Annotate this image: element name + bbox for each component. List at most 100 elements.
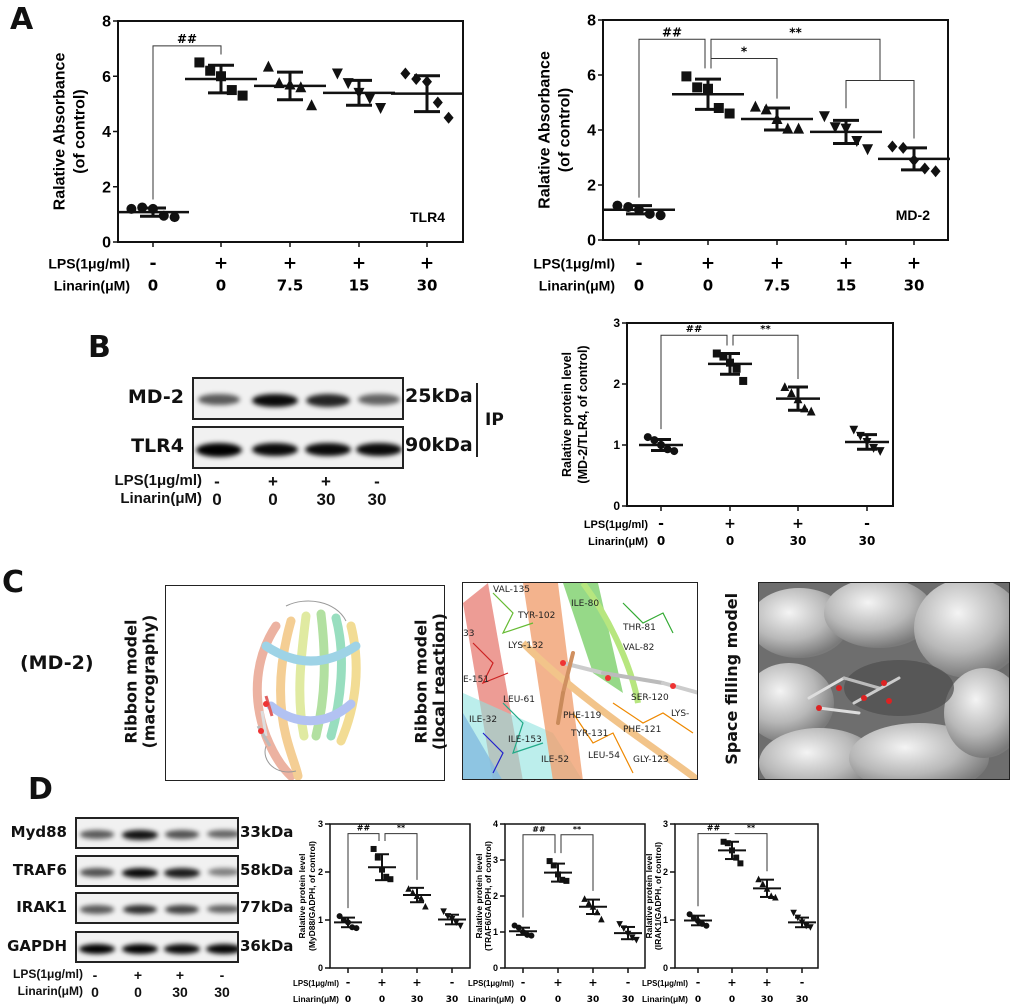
y-axis-label: (of control) xyxy=(557,88,574,172)
ip-label: IP xyxy=(485,410,504,430)
y-tick-label: 1 xyxy=(613,438,620,452)
significance-label: ## xyxy=(707,824,721,833)
blot-strip-irak1 xyxy=(75,892,239,924)
data-point xyxy=(720,838,727,845)
condition-row-label: LPS(1μg/ml) xyxy=(584,519,649,531)
y-tick-label: 2 xyxy=(102,179,111,196)
residue-label: THR-81 xyxy=(623,623,656,633)
linarin-condition: 0 xyxy=(268,490,278,509)
condition-row-label: LPS(1μg/ml) xyxy=(293,979,339,988)
y-tick-label: 0 xyxy=(318,963,323,973)
data-point xyxy=(692,82,703,93)
condition-row-label: LPS(1μg/ml) xyxy=(114,472,202,489)
linarin-condition: 30 xyxy=(859,534,876,548)
protein-band xyxy=(252,442,298,457)
condition-row-label: LPS(1μg/ml) xyxy=(642,979,688,988)
data-point xyxy=(643,433,652,442)
significance-bracket xyxy=(638,38,706,198)
data-point xyxy=(780,382,790,392)
linarin-condition: 0 xyxy=(345,995,351,1005)
significance-bracket xyxy=(660,334,728,430)
protein-band xyxy=(122,868,158,878)
linarin-condition: 30 xyxy=(587,995,600,1005)
blot-strip-gapdh xyxy=(75,931,239,963)
y-axis-label: (MyD88/GADPH, of control) xyxy=(307,841,317,951)
linarin-condition: 30 xyxy=(411,995,424,1005)
linarin-condition: 0 xyxy=(212,490,222,509)
residue-label: VAL-135 xyxy=(493,585,531,595)
y-axis-label: Ralative Absorbance xyxy=(52,53,69,211)
molecular-weight-label: 77kDa xyxy=(240,897,294,916)
ribbon-macro-label-line1: Ribbon model xyxy=(121,619,141,744)
data-point xyxy=(807,924,814,931)
significance-bracket xyxy=(732,334,799,380)
ribbon-local-label-line1: Ribbon model xyxy=(411,619,431,744)
blot-row-label: MD-2 xyxy=(127,386,184,409)
data-point xyxy=(670,447,679,456)
protein-band xyxy=(122,905,158,915)
data-point xyxy=(655,210,666,221)
significance-bracket xyxy=(384,833,418,880)
data-point xyxy=(719,352,728,361)
significance-label: ## xyxy=(532,825,546,834)
condition-row-label: LPS(1μg/ml) xyxy=(12,967,83,981)
lps-condition: - xyxy=(219,967,225,983)
data-point xyxy=(559,876,566,883)
y-axis-label: (TRAF6/GADPH, of control) xyxy=(483,841,493,951)
data-point xyxy=(375,103,387,115)
linarin-condition: 30 xyxy=(316,490,336,509)
data-point xyxy=(226,85,237,96)
condition-row-label: LPS(1μg/ml) xyxy=(533,255,615,271)
residue-label: LEU-61 xyxy=(503,695,535,705)
target-annotation: MD-2 xyxy=(896,207,930,223)
protein-band xyxy=(165,830,199,839)
panel-label-d: D xyxy=(28,772,53,807)
data-point xyxy=(724,840,731,847)
significance-label: ** xyxy=(573,825,582,834)
y-tick-label: 8 xyxy=(102,14,111,31)
protein-band xyxy=(207,905,237,914)
data-point xyxy=(712,349,721,358)
lps-condition: + xyxy=(133,967,143,983)
y-tick-label: 2 xyxy=(587,178,596,195)
data-point xyxy=(262,60,274,72)
data-point xyxy=(409,889,417,896)
data-point xyxy=(331,68,343,80)
data-point xyxy=(616,921,623,928)
data-point xyxy=(772,893,779,901)
protein-band xyxy=(164,905,200,914)
scatter-plot-3: 0 1 2 3 Ralative protein level (MyD88/GADPH, … xyxy=(293,819,471,1005)
residue-label: LEU-54 xyxy=(588,751,620,761)
data-point xyxy=(546,858,553,865)
lps-condition: - xyxy=(864,516,870,532)
lps-condition: - xyxy=(696,976,701,989)
protein-band xyxy=(196,442,242,457)
blot-strip-myd88 xyxy=(75,817,239,849)
residue-label: 33 xyxy=(463,629,475,639)
lps-condition: - xyxy=(800,976,805,989)
panel-label-a: A xyxy=(10,2,34,37)
data-point xyxy=(849,425,859,435)
blot-row-label: GAPDH xyxy=(7,937,67,956)
blot-row-label: Myd88 xyxy=(10,823,67,842)
data-point xyxy=(205,65,216,76)
residue-label: VAL-82 xyxy=(623,643,655,653)
linarin-condition: 30 xyxy=(172,984,188,1000)
linarin-condition: 15 xyxy=(349,276,370,294)
panel-label-b: B xyxy=(88,330,111,365)
y-tick-label: 3 xyxy=(493,855,498,865)
lps-condition: - xyxy=(346,976,351,989)
condition-row-label: Linarin(μM) xyxy=(54,277,130,293)
significance-bracket xyxy=(522,834,556,918)
significance-label: ** xyxy=(789,25,802,39)
condition-row-label: LPS(1μg/ml) xyxy=(48,255,130,271)
protein-band xyxy=(305,442,351,457)
y-axis-label: Ralative protein level xyxy=(297,853,307,938)
space-filling-label: Space filling model xyxy=(722,592,742,765)
data-point xyxy=(440,908,447,915)
significance-label: ** xyxy=(760,324,771,335)
protein-band xyxy=(207,868,237,876)
protein-band xyxy=(207,830,237,839)
significance-label: ## xyxy=(662,25,682,39)
